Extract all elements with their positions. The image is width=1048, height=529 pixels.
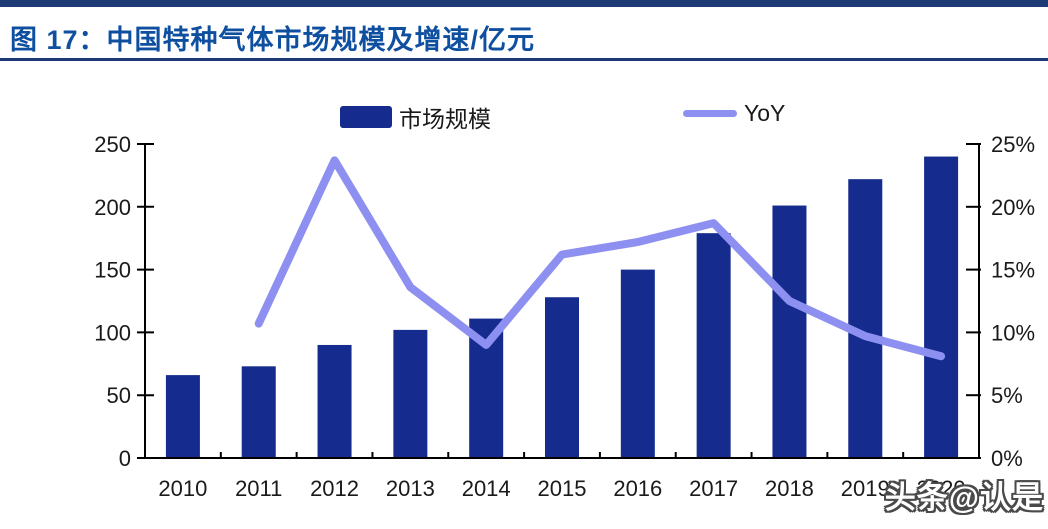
legend-item-market-size: 市场规模 xyxy=(340,100,491,134)
x-axis-label: 2017 xyxy=(689,476,738,501)
legend-label-yoy: YoY xyxy=(744,100,786,126)
x-axis-label: 2012 xyxy=(310,476,359,501)
x-axis-label: 2016 xyxy=(613,476,662,501)
bar-2013 xyxy=(393,329,428,458)
x-axis-label: 2010 xyxy=(158,476,207,501)
yoy-line xyxy=(254,156,946,361)
legend-item-yoy: YoY xyxy=(683,100,785,127)
x-axis-label: 2011 xyxy=(235,476,282,501)
x-axis-label: 2014 xyxy=(462,476,511,501)
bar-2016 xyxy=(620,269,655,458)
legend-label-market-size: 市场规模 xyxy=(399,106,491,132)
right-axis-label: 20% xyxy=(991,195,1035,220)
left-axis-label: 50 xyxy=(107,383,131,408)
bar-2019 xyxy=(848,179,883,458)
line-swatch-icon xyxy=(683,110,737,117)
left-axis-label: 200 xyxy=(94,195,131,220)
right-axis-label: 25% xyxy=(991,132,1035,157)
figure-title: 图 17：中国特种气体市场规模及增速/亿元 xyxy=(10,25,536,55)
bar-2012 xyxy=(317,344,352,458)
bar-2017 xyxy=(696,233,731,458)
watermark: 头条@认是 xyxy=(884,480,1044,515)
right-axis-label: 15% xyxy=(991,258,1035,283)
bar-2010 xyxy=(165,375,200,458)
top-rule xyxy=(0,0,1048,7)
left-axis-label: 100 xyxy=(94,320,131,345)
right-axis-label: 5% xyxy=(991,383,1023,408)
x-axis-label: 2018 xyxy=(765,476,814,501)
x-axis-label: 2013 xyxy=(386,476,435,501)
left-axis-label: 0 xyxy=(119,446,131,471)
bar-2011 xyxy=(241,366,276,458)
bar-2020 xyxy=(924,156,959,458)
right-axis-label: 0% xyxy=(991,446,1023,471)
title-underline xyxy=(0,58,1048,61)
bar-2015 xyxy=(545,297,579,458)
right-axis-label: 10% xyxy=(991,320,1035,345)
x-axis-label: 2019 xyxy=(841,476,890,501)
bar-2018 xyxy=(772,205,807,458)
left-axis-label: 150 xyxy=(94,258,131,283)
x-axis-label: 2020 xyxy=(917,476,966,501)
legend: 市场规模 YoY xyxy=(0,92,1048,132)
x-axis-label: 2015 xyxy=(538,476,587,501)
bar-swatch-icon xyxy=(340,106,392,128)
left-axis-label: 250 xyxy=(94,132,131,157)
